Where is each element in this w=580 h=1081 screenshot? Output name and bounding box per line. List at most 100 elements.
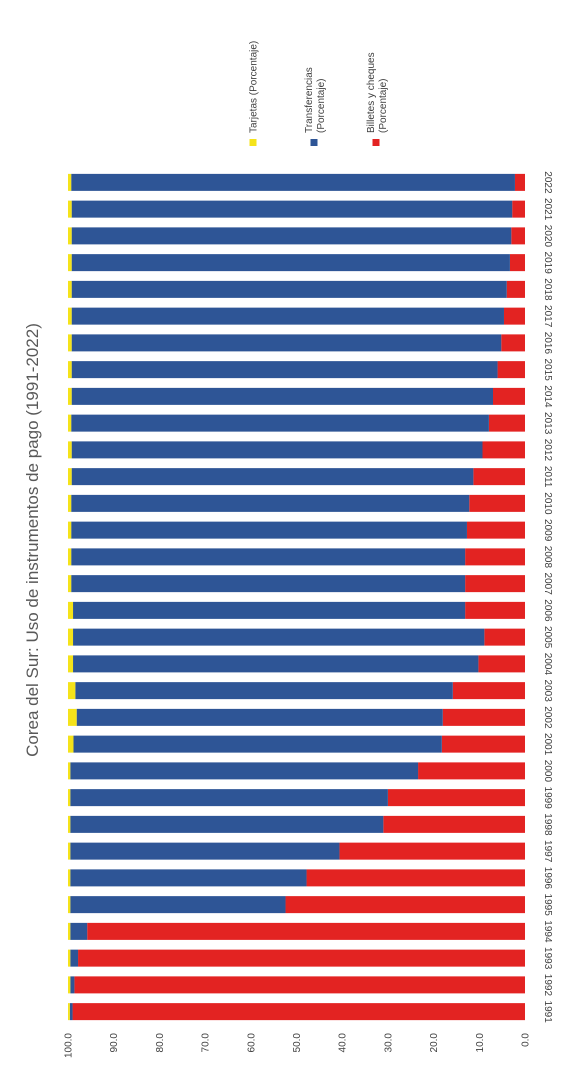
category-label: 2012	[542, 439, 553, 462]
category-label: 2004	[542, 653, 553, 676]
bar-2022-series-1	[71, 173, 515, 191]
category-label: 1998	[542, 813, 553, 836]
category-label: 2003	[542, 680, 553, 703]
legend-label: Billetes y cheques	[366, 52, 377, 133]
x-tick-label: 50.0	[292, 1033, 303, 1053]
bar-2014-series-1	[71, 387, 494, 405]
bar-2010-series-1	[71, 494, 470, 512]
bar-2015-series-0	[497, 361, 525, 379]
bar-2000-series-0	[418, 762, 525, 780]
bar-2019-series-2	[68, 254, 72, 272]
category-label: 2008	[542, 546, 553, 569]
bar-1992-series-0	[74, 976, 526, 994]
bar-2007-series-0	[465, 575, 525, 593]
legend-swatch	[249, 139, 257, 146]
bar-2020-series-0	[511, 227, 525, 245]
category-label: 2018	[542, 278, 553, 301]
bar-2014-series-0	[493, 387, 525, 405]
bar-1993-series-2	[68, 949, 71, 967]
bar-2019-series-1	[71, 254, 510, 272]
bar-2012-series-2	[68, 441, 72, 459]
category-labels: 1991 1992 1993 1994 1995 1996 1997 1998 1999 2000…	[542, 171, 553, 1023]
category-label: 2010	[542, 492, 553, 515]
bar-1994-series-2	[68, 922, 71, 940]
bar-2003-series-0	[452, 682, 525, 700]
bar-2008-series-2	[68, 548, 72, 566]
x-tick-label: 10.0	[475, 1033, 486, 1053]
bar-2006-series-2	[68, 601, 74, 619]
category-label: 2001	[542, 733, 553, 756]
bar-1996-series-2	[68, 869, 71, 887]
bar-2006-series-0	[465, 601, 525, 619]
category-label: 2000	[542, 760, 553, 783]
bar-2004-series-2	[68, 655, 74, 673]
x-tick-label: 80.0	[155, 1033, 166, 1053]
bar-2001-series-2	[68, 735, 74, 753]
bar-2016-series-2	[68, 334, 72, 352]
category-label: 2015	[542, 359, 553, 382]
legend-label: Transferencias	[304, 67, 315, 133]
legend-swatch	[310, 139, 318, 146]
bar-2011-series-2	[68, 468, 72, 486]
bar-2014-series-2	[68, 387, 72, 405]
bar-1998-series-0	[383, 815, 525, 833]
bar-1993-series-1	[70, 949, 79, 967]
category-label: 1999	[542, 787, 553, 810]
category-label: 2006	[542, 599, 553, 622]
legend: Tarjetas (Porcentaje) Transferencias (Porc…	[249, 41, 389, 146]
bar-1997-series-1	[70, 842, 340, 860]
bar-2006-series-1	[73, 601, 466, 619]
category-label: 2017	[542, 305, 553, 328]
bar-2012-series-1	[71, 441, 483, 459]
category-label: 2009	[542, 519, 553, 542]
category-label: 1992	[542, 974, 553, 997]
bar-2004-series-0	[478, 655, 525, 673]
category-label: 2005	[542, 626, 553, 649]
x-tick-label: 0.0	[521, 1033, 532, 1047]
x-tick-label: 100.0	[64, 1033, 75, 1058]
bar-2003-series-1	[75, 682, 453, 700]
bar-2007-series-1	[71, 575, 466, 593]
category-label: 2019	[542, 252, 553, 275]
bar-2005-series-0	[484, 628, 525, 646]
chart-title: Corea del Sur: Uso de instrumentos de pa…	[23, 323, 42, 757]
bar-2010-series-0	[469, 494, 525, 512]
legend-swatch	[372, 139, 380, 146]
bar-1993-series-0	[78, 949, 526, 967]
bar-2018-series-1	[71, 280, 507, 298]
bar-2013-series-0	[488, 414, 525, 432]
bar-2005-series-2	[68, 628, 74, 646]
bar-2021-series-2	[68, 200, 72, 218]
category-label: 2022	[542, 171, 553, 194]
bar-2016-series-1	[71, 334, 502, 352]
bar-1995-series-2	[68, 896, 71, 914]
bar-1996-series-1	[70, 869, 307, 887]
bar-2002-series-1	[76, 708, 443, 726]
bar-2012-series-0	[482, 441, 525, 459]
bar-2009-series-2	[68, 521, 72, 539]
category-label: 2021	[542, 198, 553, 221]
bar-2018-series-2	[68, 280, 72, 298]
bar-1991-series-2	[68, 1003, 70, 1021]
bar-2016-series-0	[501, 334, 525, 352]
bar-2022-series-0	[514, 173, 525, 191]
bar-1997-series-0	[339, 842, 525, 860]
category-label: 1996	[542, 867, 553, 890]
legend-label: Tarjetas (Porcentaje)	[249, 41, 260, 133]
category-label: 1991	[542, 1001, 553, 1024]
bar-2011-series-1	[71, 468, 474, 486]
bar-2008-series-1	[71, 548, 466, 566]
bar-1996-series-0	[306, 869, 525, 887]
bar-2020-series-1	[71, 227, 512, 245]
bar-2017-series-2	[68, 307, 72, 325]
category-label: 2014	[542, 385, 553, 408]
bar-1995-series-1	[70, 896, 286, 914]
x-axis-ticks: 0.0 10.0 20.0 30.0 40.0 50.0 60.0 70.0 80.0 90.0 1…	[64, 1033, 532, 1058]
bar-2004-series-1	[73, 655, 479, 673]
bar-2021-series-0	[512, 200, 525, 218]
x-tick-label: 40.0	[338, 1033, 349, 1053]
x-tick-label: 90.0	[109, 1033, 120, 1053]
bar-1994-series-0	[87, 922, 525, 940]
category-label: 1995	[542, 894, 553, 917]
